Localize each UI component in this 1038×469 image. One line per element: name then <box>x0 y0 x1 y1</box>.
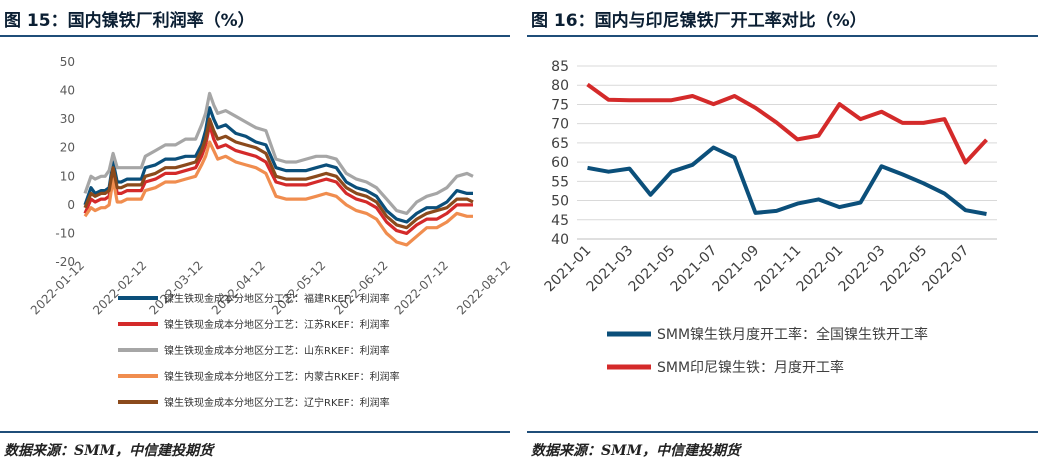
legend-label: 镍生铁现金成本分地区分工艺：山东RKEF：利润率 <box>164 344 390 357</box>
right-chart-panel: 图 16：国内与印尼镍铁厂开工率对比（%） 40 45 50 55 60 65 70 75 80… <box>527 0 1038 469</box>
operating-rate-line-chart: 404550556065707580852021-012021-032021-0… <box>542 59 997 376</box>
y-tick-label: 55 <box>551 174 569 190</box>
y-tick-label: 60 <box>551 155 569 171</box>
y-tick-label: 50 <box>551 194 569 210</box>
series-line <box>83 117 474 230</box>
source-rule <box>527 431 1038 433</box>
source-note: 数据来源：SMM，中信建投期货 <box>4 443 214 459</box>
x-tick-label: 2022-02-12 <box>90 258 149 317</box>
y-tick-label: 20 <box>60 141 75 155</box>
y-tick-label: 0 <box>67 198 75 212</box>
y-tick-label: -20 <box>55 255 75 269</box>
legend-label: 镍生铁现金成本分地区分工艺：福建RKEF：利润率 <box>164 292 390 305</box>
y-tick-label: 75 <box>551 97 569 113</box>
x-tick-label: 2022-03-12 <box>147 258 206 317</box>
y-tick-label: 85 <box>551 59 569 75</box>
chart-title: 图 15：国内镍铁厂利润率（%） <box>4 11 255 31</box>
series-line <box>586 82 988 165</box>
y-tick-label: 10 <box>60 169 75 183</box>
series-line <box>83 91 474 215</box>
y-tick-label: 70 <box>551 117 569 133</box>
title-rule <box>527 35 1038 37</box>
source-note: 数据来源：SMM，中信建投期货 <box>531 443 741 459</box>
chart-title: 图 16：国内与印尼镍铁厂开工率对比（%） <box>531 11 867 31</box>
legend-label: SMM镍生铁月度开工率：全国镍生铁开工率 <box>657 326 928 343</box>
y-tick-label: 40 <box>551 232 569 248</box>
legend-label: SMM印尼镍生铁：月度开工率 <box>657 359 844 376</box>
y-tick-label: -10 <box>55 226 75 240</box>
series-group <box>83 91 474 247</box>
x-tick-label: 2022-06-12 <box>331 258 390 317</box>
x-tick-label: 2022-07 <box>920 243 973 296</box>
title-rule <box>0 35 510 37</box>
series-line <box>83 123 473 235</box>
x-tick-label: 2022-08-12 <box>454 258 513 317</box>
y-tick-label: 45 <box>551 213 569 229</box>
series-line <box>587 145 987 216</box>
source-rule <box>0 431 510 433</box>
legend-label: 镍生铁现金成本分地区分工艺：辽宁RKEF：利润率 <box>164 396 390 409</box>
x-tick-label: 2022-05-12 <box>269 258 328 317</box>
x-tick-label: 2022-04-12 <box>209 258 268 317</box>
y-tick-label: 50 <box>60 55 75 69</box>
left-chart-panel: 图 15：国内镍铁厂利润率（%） -20 -10 0 10 20 30 40 50 2022-0… <box>0 0 513 469</box>
series-line <box>83 140 473 247</box>
y-tick-label: 30 <box>60 112 75 126</box>
y-tick-label: 40 <box>60 84 75 98</box>
y-tick-label: 65 <box>551 136 569 152</box>
legend-label: 镍生铁现金成本分地区分工艺：内蒙古RKEF：利润率 <box>164 370 400 383</box>
legend-label: 镍生铁现金成本分地区分工艺：江苏RKEF：利润率 <box>164 318 390 331</box>
y-tick-label: 80 <box>551 78 569 94</box>
x-tick-label: 2022-07-12 <box>392 258 451 317</box>
series-line <box>83 106 473 224</box>
